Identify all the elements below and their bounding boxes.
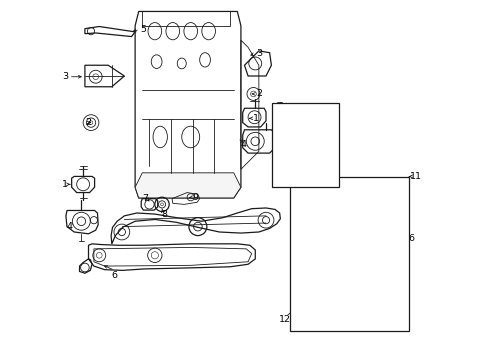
Text: 4: 4	[241, 140, 246, 149]
Polygon shape	[276, 108, 333, 123]
Bar	[290, 177, 408, 331]
Text: 1: 1	[62, 180, 68, 189]
Text: 16: 16	[403, 234, 415, 243]
Text: 8: 8	[161, 210, 167, 219]
Text: 2: 2	[85, 118, 91, 127]
Text: 2: 2	[255, 89, 262, 98]
Text: 5: 5	[140, 25, 146, 34]
Text: 9: 9	[192, 193, 199, 202]
Text: 11: 11	[409, 172, 421, 181]
Text: 13: 13	[395, 319, 407, 328]
Polygon shape	[135, 173, 241, 198]
Text: 1: 1	[253, 114, 259, 123]
Text: 13: 13	[300, 315, 311, 324]
Text: 10: 10	[298, 163, 310, 172]
Text: 18: 18	[362, 247, 373, 256]
Text: 7: 7	[142, 194, 148, 203]
Text: 17: 17	[346, 247, 358, 256]
Bar	[272, 103, 338, 187]
Text: 3: 3	[62, 72, 68, 81]
Text: 3: 3	[255, 49, 262, 58]
Text: 6: 6	[111, 270, 117, 279]
Text: 4: 4	[67, 222, 73, 231]
Text: 12: 12	[278, 315, 290, 324]
Text: 15: 15	[366, 186, 378, 195]
Text: 14: 14	[341, 229, 353, 238]
